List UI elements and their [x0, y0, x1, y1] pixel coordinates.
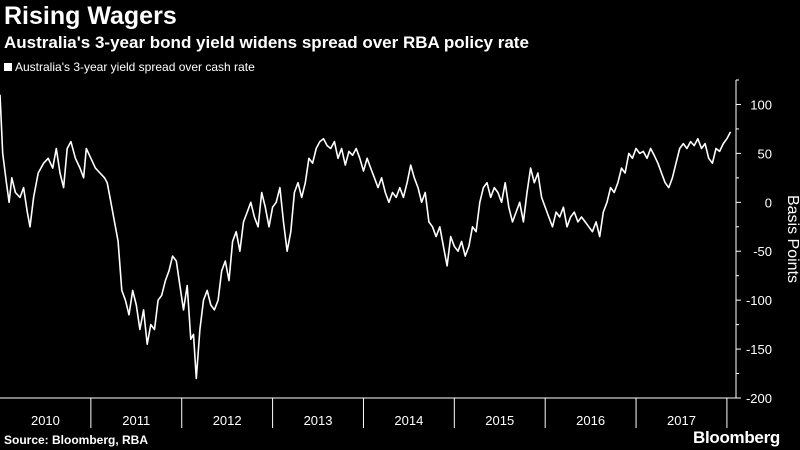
legend-label: Australia's 3-year yield spread over cas… [15, 60, 255, 74]
x-tick-label-0: 2010 [31, 413, 60, 428]
legend: Australia's 3-year yield spread over cas… [4, 60, 255, 74]
y-tick-label-4: -100 [746, 293, 772, 308]
x-tick-label-6: 2016 [576, 413, 605, 428]
source-note: Source: Bloomberg, RBA [4, 433, 149, 447]
y-tick-label-1: 50 [758, 146, 772, 161]
x-tick-label-3: 2013 [304, 413, 333, 428]
legend-swatch [4, 63, 12, 71]
x-tick-label-1: 2011 [122, 413, 150, 428]
y-axis-title: Basis Points [784, 195, 800, 283]
bloomberg-logo: Bloomberg [692, 428, 780, 447]
x-tick-label-2: 2012 [213, 413, 242, 428]
y-tick-label-0: 100 [750, 97, 772, 112]
x-tick-label-7: 2017 [667, 413, 696, 428]
y-tick-label-3: -50 [753, 244, 772, 259]
y-tick-label-5: -150 [746, 342, 772, 357]
y-tick-label-6: -200 [746, 391, 772, 406]
chart-subtitle: Australia's 3-year bond yield widens spr… [4, 33, 529, 52]
y-tick-label-2: 0 [765, 195, 772, 210]
x-tick-label-5: 2015 [485, 413, 514, 428]
x-tick-label-4: 2014 [394, 413, 423, 428]
chart-title: Rising Wagers [4, 2, 177, 30]
series-line-0 [0, 94, 732, 380]
